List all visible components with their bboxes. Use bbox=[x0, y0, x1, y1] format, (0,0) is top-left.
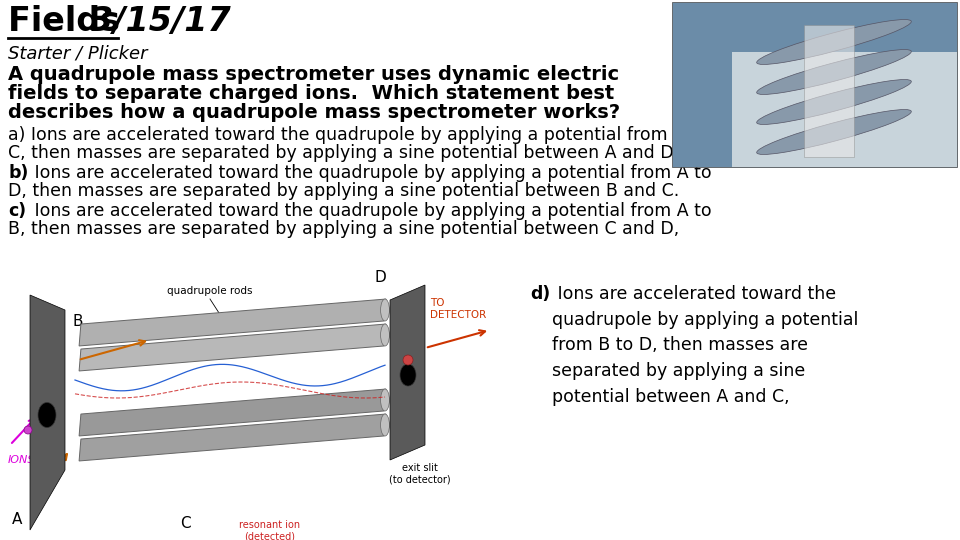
Ellipse shape bbox=[756, 79, 911, 124]
Text: IONS: IONS bbox=[8, 455, 36, 465]
Text: C: C bbox=[180, 516, 190, 531]
Text: TO
DETECTOR: TO DETECTOR bbox=[430, 298, 487, 320]
Text: c): c) bbox=[8, 202, 26, 220]
Ellipse shape bbox=[756, 19, 911, 64]
Text: B, then masses are separated by applying a sine potential between C and D,: B, then masses are separated by applying… bbox=[8, 220, 680, 238]
Text: resonant ion
(detected): resonant ion (detected) bbox=[239, 520, 300, 540]
Circle shape bbox=[403, 355, 413, 365]
Bar bbox=[732, 51, 957, 167]
Text: fields to separate charged ions.  Which statement best: fields to separate charged ions. Which s… bbox=[8, 84, 614, 103]
Text: 3/15/17: 3/15/17 bbox=[90, 5, 230, 38]
Text: Ions are accelerated toward the quadrupole by applying a potential from A to: Ions are accelerated toward the quadrupo… bbox=[29, 202, 711, 220]
Text: b): b) bbox=[8, 164, 29, 182]
Text: C, then masses are separated by applying a sine potential between A and D.: C, then masses are separated by applying… bbox=[8, 144, 679, 162]
Ellipse shape bbox=[38, 402, 56, 428]
Text: Fields: Fields bbox=[8, 5, 132, 38]
Polygon shape bbox=[30, 295, 65, 530]
Text: D: D bbox=[374, 270, 386, 285]
Text: quadrupole rods: quadrupole rods bbox=[167, 286, 252, 296]
Text: Starter / Plicker: Starter / Plicker bbox=[8, 44, 148, 62]
Text: B: B bbox=[72, 314, 83, 329]
Polygon shape bbox=[390, 285, 425, 460]
Text: Ions are accelerated toward the
quadrupole by applying a potential
from B to D, : Ions are accelerated toward the quadrupo… bbox=[552, 285, 858, 406]
Bar bbox=[804, 25, 854, 157]
Text: a) Ions are accelerated toward the quadrupole by applying a potential from B to: a) Ions are accelerated toward the quadr… bbox=[8, 126, 708, 144]
Text: Ions are accelerated toward the quadrupole by applying a potential from A to: Ions are accelerated toward the quadrupo… bbox=[29, 164, 711, 182]
Polygon shape bbox=[79, 389, 386, 436]
Text: A: A bbox=[12, 512, 22, 528]
Ellipse shape bbox=[380, 299, 390, 321]
Text: exit slit
(to detector): exit slit (to detector) bbox=[389, 463, 451, 484]
Ellipse shape bbox=[756, 50, 911, 94]
Polygon shape bbox=[79, 324, 386, 371]
Ellipse shape bbox=[400, 364, 416, 386]
Ellipse shape bbox=[380, 414, 390, 436]
Ellipse shape bbox=[380, 324, 390, 346]
Text: A quadrupole mass spectrometer uses dynamic electric: A quadrupole mass spectrometer uses dyna… bbox=[8, 65, 619, 84]
Polygon shape bbox=[79, 299, 386, 346]
Ellipse shape bbox=[380, 389, 390, 411]
Text: D, then masses are separated by applying a sine potential between B and C.: D, then masses are separated by applying… bbox=[8, 182, 680, 200]
Polygon shape bbox=[79, 414, 386, 461]
Circle shape bbox=[24, 426, 32, 434]
Text: describes how a quadrupole mass spectrometer works?: describes how a quadrupole mass spectrom… bbox=[8, 103, 620, 122]
Ellipse shape bbox=[756, 110, 911, 154]
Text: d): d) bbox=[530, 285, 550, 303]
Bar bbox=[672, 2, 957, 167]
